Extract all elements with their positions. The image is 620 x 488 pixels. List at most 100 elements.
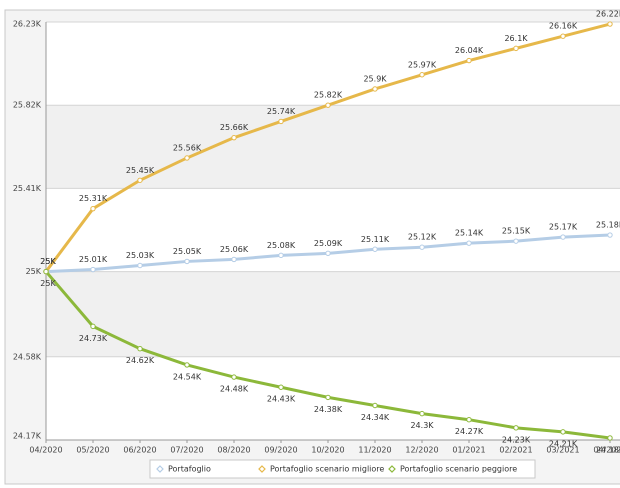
data-label: 25.15K: [502, 227, 531, 236]
data-label: 24.18K: [596, 445, 620, 454]
data-label: 24.21K: [549, 439, 578, 448]
x-tick-label: 05/2020: [76, 446, 109, 455]
point: [325, 250, 331, 257]
point: [419, 72, 425, 78]
x-tick-label: 09/2020: [264, 446, 297, 455]
x-tick-label: 11/2020: [358, 446, 391, 455]
data-label: 25.06K: [220, 245, 249, 254]
x-tick-label: 04/2021: [593, 446, 620, 455]
data-label: 25.09K: [314, 239, 343, 248]
point: [372, 246, 378, 252]
point: [607, 21, 613, 27]
y-tick-label: 25.41K: [13, 184, 42, 193]
legend-item[interactable]: Portafoglio scenario migliore: [258, 465, 384, 474]
data-label: 25.74K: [267, 107, 296, 116]
data-label: 24.34K: [361, 413, 390, 422]
data-label: 25.17K: [549, 223, 578, 232]
point: [184, 155, 190, 161]
point: [184, 258, 190, 265]
y-tick-label: 25K: [26, 267, 42, 276]
point: [513, 45, 519, 52]
legend-marker: [156, 465, 164, 473]
point: [90, 266, 96, 273]
data-label: 26.04K: [455, 46, 484, 55]
point: [137, 345, 143, 352]
data-label: 25.11K: [361, 235, 390, 244]
data-label: 25.31K: [79, 194, 108, 203]
point: [278, 118, 284, 125]
data-label: 24.38K: [314, 405, 343, 414]
point: [325, 102, 331, 108]
point: [137, 262, 143, 269]
point: [513, 425, 519, 431]
data-label: 25.66K: [220, 123, 249, 132]
x-tick-label: 01/2021: [452, 446, 485, 455]
data-label: 25.01K: [79, 255, 108, 264]
data-label: 24.3K: [410, 421, 434, 430]
legend-marker: [388, 465, 396, 473]
data-label: 25.9K: [363, 74, 387, 83]
data-label: 25.14K: [455, 229, 484, 238]
data-label: 25K: [40, 279, 56, 288]
point: [43, 268, 49, 275]
data-label: 25.12K: [408, 233, 437, 242]
data-label: 25.05K: [173, 247, 202, 256]
point: [466, 57, 472, 64]
data-label: 25.82K: [314, 91, 343, 100]
point: [513, 238, 519, 244]
point: [231, 256, 237, 263]
point: [278, 384, 284, 390]
grid-band: [46, 271, 620, 357]
data-label: 25K: [40, 257, 56, 266]
plot-area: [46, 22, 620, 440]
point: [137, 177, 143, 183]
data-label: 24.27K: [455, 427, 484, 436]
legend-label: Portafoglio scenario migliore: [270, 465, 384, 474]
point: [560, 234, 566, 240]
x-tick-label: 12/2020: [405, 446, 438, 455]
data-label: 25.08K: [267, 241, 296, 250]
data-label: 25.03K: [126, 251, 155, 260]
x-tick-label: 10/2020: [311, 446, 344, 455]
point: [419, 410, 425, 417]
point: [466, 240, 472, 246]
data-label: 24.73K: [79, 334, 108, 343]
point: [372, 402, 378, 409]
point: [90, 205, 96, 212]
x-tick-label: 03/2021: [546, 446, 579, 455]
point: [607, 435, 613, 441]
x-tick-label: 08/2020: [217, 446, 250, 455]
y-tick-label: 24.17K: [13, 432, 42, 441]
point: [90, 323, 96, 330]
legend-marker: [258, 465, 266, 473]
point: [466, 417, 472, 423]
legend-box: [149, 459, 536, 479]
data-label: 25K: [40, 257, 56, 266]
data-label: 26.1K: [504, 34, 528, 43]
legend-item[interactable]: Portafoglio: [156, 465, 211, 474]
point: [325, 394, 331, 401]
point: [231, 374, 237, 380]
data-label: 24.43K: [267, 395, 296, 404]
data-label: 25.97K: [408, 60, 437, 69]
legend-item[interactable]: Portafoglio scenario peggiore: [388, 465, 517, 474]
y-tick-label: 25.82K: [13, 101, 42, 110]
legend-label: Portafoglio scenario peggiore: [400, 465, 517, 474]
legend-label: Portafoglio: [168, 465, 211, 474]
data-label: 24.48K: [220, 385, 249, 394]
grid-band: [46, 105, 620, 189]
point: [231, 134, 237, 141]
data-label: 24.54K: [173, 372, 202, 381]
data-label: 25.56K: [173, 143, 202, 152]
point: [607, 232, 613, 238]
point: [184, 362, 190, 368]
y-tick-label: 26.23K: [13, 20, 42, 29]
data-label: 26.16K: [549, 22, 578, 31]
data-label: 24.62K: [126, 356, 155, 365]
y-tick-label: 24.58K: [13, 352, 42, 361]
data-label: 24.23K: [502, 435, 531, 444]
x-tick-label: 04/2020: [29, 446, 62, 455]
data-label: 25.45K: [126, 166, 155, 175]
